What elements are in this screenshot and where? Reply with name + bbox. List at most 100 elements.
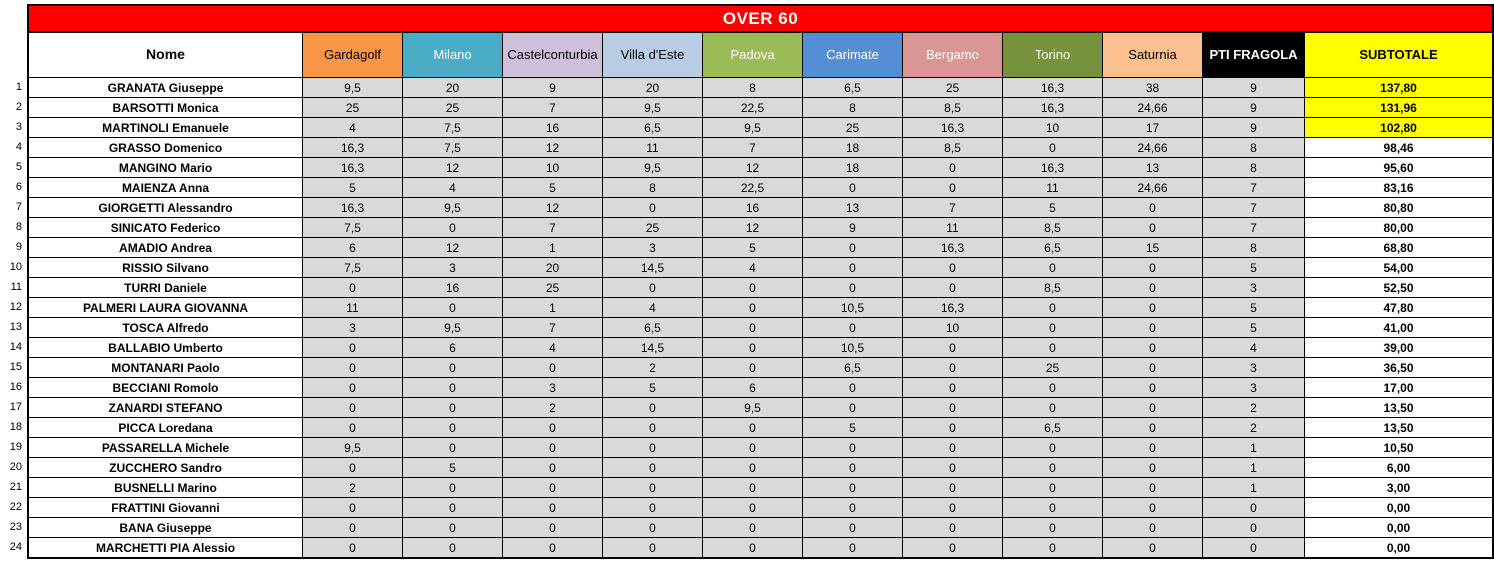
score-cell: 0	[802, 437, 902, 457]
score-cell: 0	[502, 497, 602, 517]
column-header-gardagolf: Gardagolf	[302, 33, 402, 77]
score-cell: 5	[402, 457, 502, 477]
score-cell: 0	[802, 477, 902, 497]
row-number: 19	[9, 441, 22, 453]
score-cell: 0	[1102, 437, 1202, 457]
player-name-cell: ZUCCHERO Sandro	[29, 457, 302, 477]
subtotal-cell: 68,80	[1304, 237, 1492, 257]
score-cell: 0	[1002, 377, 1102, 397]
score-cell: 14,5	[602, 337, 702, 357]
subtotal-cell: 17,00	[1304, 377, 1492, 397]
pti-fragola-cell: 8	[1202, 157, 1304, 177]
score-cell: 0	[902, 437, 1002, 457]
score-cell: 0	[602, 437, 702, 457]
score-cell: 0	[802, 457, 902, 477]
player-name-cell: PALMERI LAURA GIOVANNA	[29, 297, 302, 317]
column-header-padova: Padova	[702, 33, 802, 77]
pti-fragola-cell: 8	[1202, 137, 1304, 157]
score-cell: 0	[702, 537, 802, 557]
score-cell: 5	[602, 377, 702, 397]
score-cell: 24,66	[1102, 137, 1202, 157]
score-cell: 0	[702, 277, 802, 297]
score-cell: 16,3	[902, 117, 1002, 137]
score-cell: 0	[802, 317, 902, 337]
row-number: 10	[9, 261, 22, 273]
subtotal-cell: 6,00	[1304, 457, 1492, 477]
row-number: 20	[9, 461, 22, 473]
score-cell: 0	[402, 417, 502, 437]
score-cell: 9,5	[402, 317, 502, 337]
score-cell: 0	[802, 237, 902, 257]
score-cell: 16,3	[302, 137, 402, 157]
score-cell: 0	[702, 517, 802, 537]
score-cell: 9,5	[302, 437, 402, 457]
score-cell: 25	[602, 217, 702, 237]
player-name-cell: MARTINOLI Emanuele	[29, 117, 302, 137]
score-cell: 5	[702, 237, 802, 257]
score-cell: 2	[502, 397, 602, 417]
score-cell: 10	[902, 317, 1002, 337]
pti-fragola-cell: 3	[1202, 357, 1304, 377]
pti-fragola-cell: 1	[1202, 437, 1304, 457]
score-cell: 25	[502, 277, 602, 297]
score-cell: 0	[402, 477, 502, 497]
pti-fragola-cell: 7	[1202, 177, 1304, 197]
score-cell: 0	[502, 357, 602, 377]
row-number: 13	[9, 321, 22, 333]
score-cell: 0	[1102, 337, 1202, 357]
score-cell: 0	[1002, 317, 1102, 337]
subtotal-cell: 0,00	[1304, 497, 1492, 517]
score-cell: 0	[502, 537, 602, 557]
row-number: 18	[9, 421, 22, 433]
score-cell: 0	[1102, 497, 1202, 517]
subtotal-cell: 39,00	[1304, 337, 1492, 357]
score-cell: 16	[702, 197, 802, 217]
column-header-nome: Nome	[29, 33, 302, 77]
score-cell: 0	[402, 297, 502, 317]
score-cell: 16	[402, 277, 502, 297]
score-cell: 0	[502, 417, 602, 437]
score-cell: 0	[1102, 397, 1202, 417]
score-cell: 0	[902, 497, 1002, 517]
score-cell: 0	[1002, 337, 1102, 357]
subtotal-cell: 80,00	[1304, 217, 1492, 237]
subtotal-cell: 36,50	[1304, 357, 1492, 377]
row-number: 15	[9, 361, 22, 373]
player-name-cell: BUSNELLI Marino	[29, 477, 302, 497]
score-cell: 0	[802, 537, 902, 557]
subtotal-cell: 95,60	[1304, 157, 1492, 177]
score-cell: 8,5	[1002, 277, 1102, 297]
score-cell: 15	[1102, 237, 1202, 257]
score-cell: 8,5	[902, 137, 1002, 157]
score-cell: 0	[1002, 457, 1102, 477]
score-cell: 0	[802, 397, 902, 417]
player-name-cell: MAIENZA Anna	[29, 177, 302, 197]
score-cell: 0	[802, 257, 902, 277]
pti-fragola-cell: 5	[1202, 257, 1304, 277]
player-name-cell: BALLABIO Umberto	[29, 337, 302, 357]
score-cell: 9,5	[402, 197, 502, 217]
pti-fragola-cell: 0	[1202, 517, 1304, 537]
score-cell: 0	[902, 177, 1002, 197]
row-number: 12	[9, 301, 22, 313]
player-name-cell: TURRI Daniele	[29, 277, 302, 297]
score-cell: 0	[602, 497, 702, 517]
score-cell: 0	[802, 497, 902, 517]
score-cell: 7,5	[402, 117, 502, 137]
score-cell: 0	[302, 457, 402, 477]
player-name-cell: PASSARELLA Michele	[29, 437, 302, 457]
player-name-cell: BECCIANI Romolo	[29, 377, 302, 397]
score-cell: 3	[402, 257, 502, 277]
score-cell: 9	[802, 217, 902, 237]
score-cell: 7,5	[302, 257, 402, 277]
column-header-milano: Milano	[402, 33, 502, 77]
score-cell: 6	[702, 377, 802, 397]
score-cell: 18	[802, 137, 902, 157]
score-cell: 0	[502, 457, 602, 477]
score-cell: 7	[502, 97, 602, 117]
row-number: 1	[15, 81, 22, 93]
subtotal-cell: 102,80	[1304, 117, 1492, 137]
score-cell: 22,5	[702, 97, 802, 117]
pti-fragola-cell: 9	[1202, 117, 1304, 137]
score-cell: 0	[902, 277, 1002, 297]
